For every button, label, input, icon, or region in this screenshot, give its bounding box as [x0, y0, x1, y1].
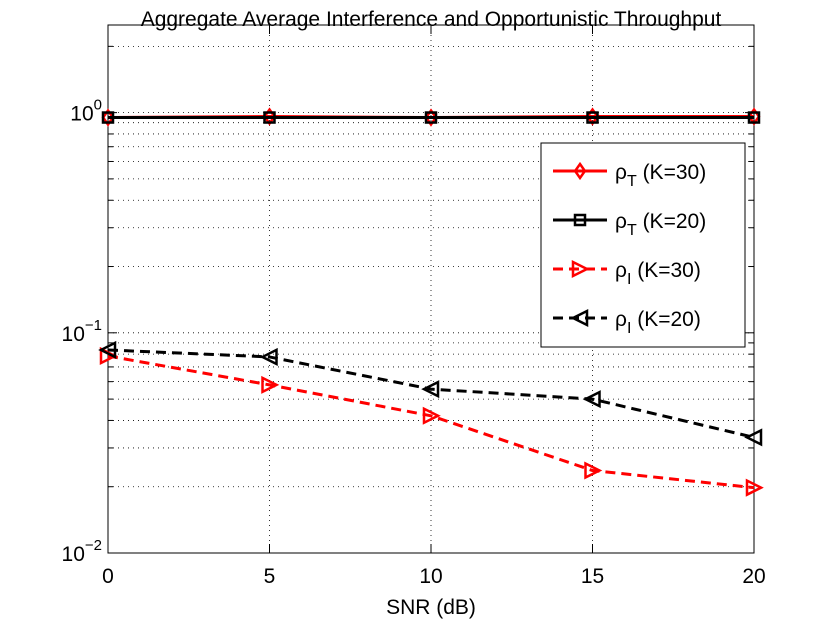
- marker: [263, 111, 276, 124]
- legend-label: ρT (K=30): [615, 161, 706, 190]
- axes-box: [107, 24, 755, 554]
- x-tick-label: 15: [581, 565, 604, 588]
- marker: [747, 111, 761, 124]
- legend-marker: [573, 161, 587, 181]
- series-line: [107, 354, 755, 490]
- marker: [424, 108, 438, 127]
- marker: [584, 461, 603, 480]
- x-tick-label: 20: [742, 565, 765, 588]
- marker: [422, 406, 441, 425]
- marker: [745, 478, 764, 497]
- marker: [101, 108, 115, 127]
- x-tick-label: 0: [102, 565, 114, 588]
- legend-marker: [570, 308, 589, 328]
- legend-marker: [573, 213, 587, 227]
- marker: [424, 111, 438, 124]
- y-tick-label: 10−1: [62, 317, 102, 346]
- y-tick-label: 100: [70, 97, 102, 126]
- marker: [101, 111, 115, 124]
- series-line: [107, 348, 755, 439]
- marker: [259, 347, 278, 366]
- legend-label: ρT (K=20): [615, 210, 706, 239]
- marker: [744, 428, 763, 447]
- legend-box: [540, 142, 746, 348]
- x-axis-label: SNR (dB): [386, 596, 476, 619]
- marker: [261, 375, 280, 394]
- legend-label: ρI (K=20): [615, 308, 701, 337]
- legend-marker: [571, 259, 590, 279]
- x-tick-label: 5: [264, 565, 276, 588]
- marker: [582, 390, 601, 409]
- marker: [586, 111, 599, 124]
- y-tick-label: 10−2: [62, 537, 102, 566]
- marker: [98, 340, 117, 359]
- legend-label: ρI (K=30): [615, 259, 701, 288]
- marker: [421, 380, 440, 399]
- x-tick-label: 10: [419, 565, 442, 588]
